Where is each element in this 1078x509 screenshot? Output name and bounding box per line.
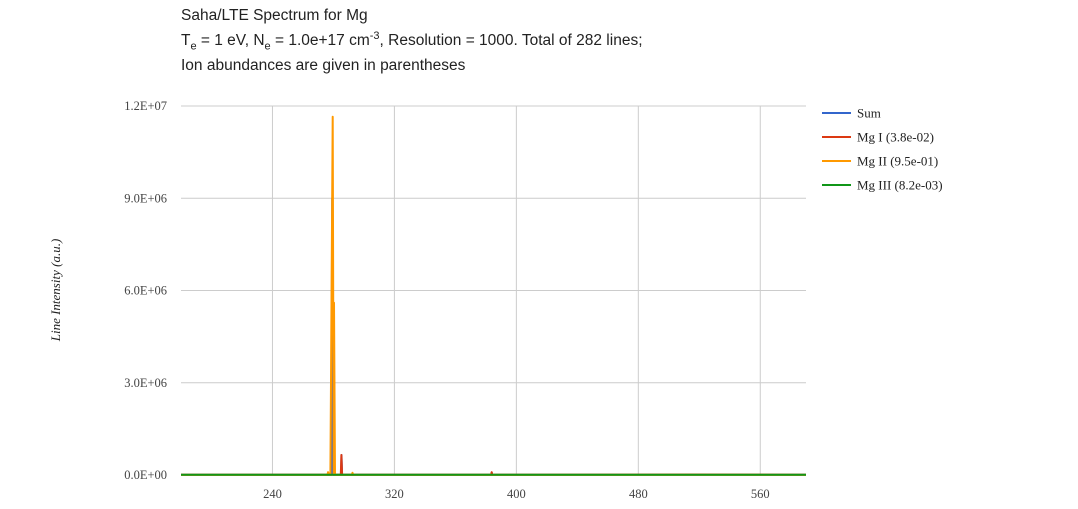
series-lines	[181, 115, 807, 476]
series-line-2	[181, 115, 806, 476]
series-line-1	[181, 454, 807, 476]
y-tick-label: 1.2E+07	[124, 99, 167, 113]
x-tick-label: 560	[751, 487, 770, 501]
te-subscript: e	[190, 40, 197, 53]
x-tick-label: 480	[629, 487, 648, 501]
ne-exponent: -3	[369, 30, 380, 42]
series-line-0	[181, 197, 806, 476]
chart-title-block: Saha/LTE Spectrum for Mg Te = 1 eV, Ne =…	[181, 6, 643, 76]
y-tick-label: 6.0E+06	[124, 284, 167, 298]
legend-label[interactable]: Mg I (3.8e-02)	[857, 130, 934, 145]
legend-label[interactable]: Mg II (9.5e-01)	[857, 154, 938, 169]
y-axis-label: Line Intensity (a.u.)	[48, 239, 63, 343]
chart-subtitle-2: Ion abundances are given in parentheses	[181, 57, 466, 75]
ne-subscript: e	[264, 40, 271, 53]
legend-label[interactable]: Mg III (8.2e-03)	[857, 178, 943, 193]
te-label: T	[181, 32, 191, 50]
legend-label[interactable]: Sum	[857, 106, 881, 121]
chart-subtitle: Te = 1 eV, Ne = 1.0e+17 cm-3, Resolution…	[181, 26, 643, 56]
x-tick-label: 320	[385, 487, 404, 501]
subtitle-rest: , Resolution = 1000. Total of 282 lines;	[379, 32, 643, 50]
x-tick-label: 240	[263, 487, 282, 501]
y-tick-label: 9.0E+06	[124, 191, 167, 205]
legend: Sum Mg I (3.8e-02) Mg II (9.5e-01) Mg III (…	[822, 106, 943, 193]
te-value: = 1 eV, N	[196, 32, 265, 50]
y-tick-label: 3.0E+06	[124, 376, 167, 390]
x-tick-labels: 240 320 400 480 560	[263, 487, 770, 501]
chart-title: Saha/LTE Spectrum for Mg	[181, 7, 368, 24]
y-tick-labels: 0.0E+00 3.0E+06 6.0E+06 9.0E+06 1.2E+07	[124, 99, 167, 482]
grid-lines	[181, 105, 806, 476]
ne-value: = 1.0e+17 cm	[270, 32, 370, 50]
x-tick-label: 400	[507, 487, 526, 501]
y-tick-label: 0.0E+00	[124, 468, 167, 482]
